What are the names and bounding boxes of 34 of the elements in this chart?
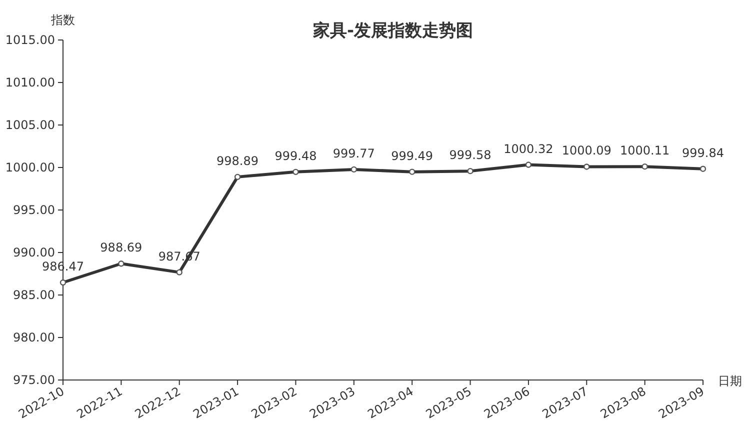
y-tick-label: 1000.00 <box>5 160 55 175</box>
point <box>60 279 66 286</box>
data-label: 1000.11 <box>620 144 670 158</box>
y-tick-label: 990.00 <box>13 246 55 260</box>
point <box>350 166 358 173</box>
y-tick-label: 975.00 <box>13 373 55 388</box>
data-label: 998.89 <box>216 154 259 168</box>
y-tick-label: 995.00 <box>13 203 55 218</box>
data-label: 999.77 <box>332 146 375 160</box>
point <box>525 162 532 168</box>
y-tick-label: 1005.00 <box>5 118 55 132</box>
point <box>408 168 416 175</box>
y-tick-label: 980.00 <box>13 330 55 345</box>
point <box>118 260 124 267</box>
data-label: 999.58 <box>449 148 492 162</box>
y-tick-label: 1015.00 <box>5 33 55 48</box>
x-axis-title: 日期 <box>718 374 742 388</box>
data-label: 999.48 <box>274 148 317 163</box>
y-axis-title: 指数 <box>50 13 75 27</box>
point <box>292 168 299 176</box>
data-label: 988.69 <box>100 240 142 255</box>
point <box>467 168 474 174</box>
chart-title: 家具-发展指数走势图 <box>312 21 474 41</box>
point <box>642 163 648 170</box>
point <box>176 269 182 276</box>
data-label: 1000.09 <box>562 144 612 158</box>
data-label: 999.49 <box>391 148 434 163</box>
y-tick-label: 985.00 <box>13 288 55 302</box>
point <box>700 166 706 172</box>
y-tick-label: 1010.00 <box>5 76 55 90</box>
data-label: 999.84 <box>682 146 724 160</box>
data-label: 1000.32 <box>504 142 554 156</box>
point <box>234 174 241 180</box>
point <box>584 164 590 170</box>
